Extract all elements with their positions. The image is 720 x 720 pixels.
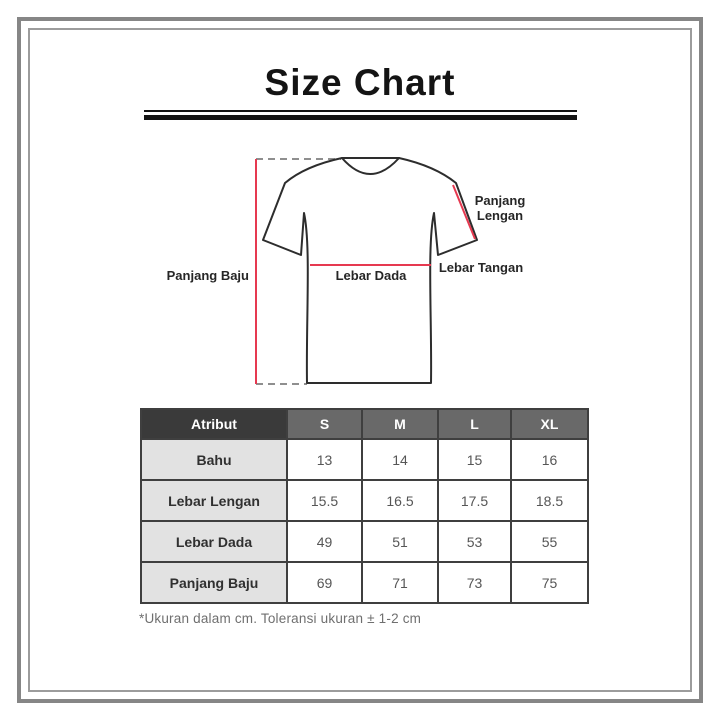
- table-row-lebar-dada: Lebar Dada 49 51 53 55: [140, 520, 589, 563]
- cell-value: 51: [361, 520, 439, 563]
- page-title: Size Chart: [264, 62, 456, 103]
- cell-value: 69: [286, 561, 363, 604]
- cell-value: 15.5: [286, 479, 363, 522]
- size-table: Atribut S M L XL Bahu 13 14 15 16 Lebar …: [140, 408, 589, 604]
- cell-value: 55: [510, 520, 589, 563]
- cell-value: 16: [510, 438, 589, 481]
- column-header-xl: XL: [510, 408, 589, 440]
- outer-border-frame: [17, 17, 703, 703]
- row-label: Bahu: [140, 438, 288, 481]
- title-divider: [144, 110, 577, 120]
- size-table-header-row: Atribut S M L XL: [140, 408, 589, 440]
- cell-value: 17.5: [437, 479, 512, 522]
- cell-value: 16.5: [361, 479, 439, 522]
- title-divider-thick-line: [144, 115, 577, 120]
- cell-value: 73: [437, 561, 512, 604]
- cell-value: 49: [286, 520, 363, 563]
- cell-value: 15: [437, 438, 512, 481]
- footnote: *Ukuran dalam cm. Toleransi ukuran ± 1-2…: [139, 611, 422, 626]
- cell-value: 14: [361, 438, 439, 481]
- cell-value: 53: [437, 520, 512, 563]
- column-header-atribut: Atribut: [140, 408, 288, 440]
- column-header-m: M: [361, 408, 439, 440]
- column-header-l: L: [437, 408, 512, 440]
- inner-border-frame: [28, 28, 692, 692]
- table-row-panjang-baju: Panjang Baju 69 71 73 75: [140, 561, 589, 604]
- cell-value: 18.5: [510, 479, 589, 522]
- cell-value: 13: [286, 438, 363, 481]
- table-row-lebar-lengan: Lebar Lengan 15.5 16.5 17.5 18.5: [140, 479, 589, 522]
- title-divider-thin-line: [144, 110, 577, 112]
- column-header-s: S: [286, 408, 363, 440]
- cell-value: 71: [361, 561, 439, 604]
- row-label: Lebar Lengan: [140, 479, 288, 522]
- row-label: Panjang Baju: [140, 561, 288, 604]
- table-row-bahu: Bahu 13 14 15 16: [140, 438, 589, 481]
- cell-value: 75: [510, 561, 589, 604]
- row-label: Lebar Dada: [140, 520, 288, 563]
